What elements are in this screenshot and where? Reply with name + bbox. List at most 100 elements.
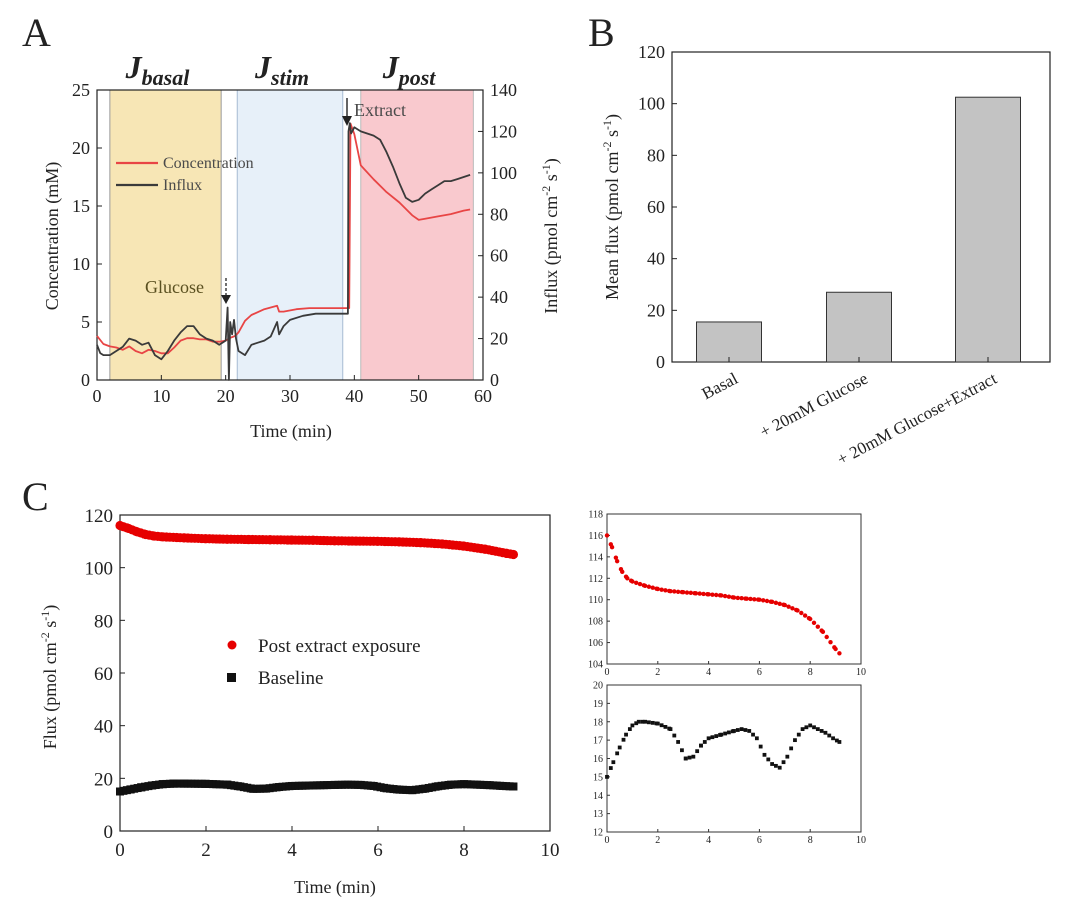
inset1-point xyxy=(752,597,757,602)
bar-3 xyxy=(955,96,1021,363)
inset1-x-tick-label: 10 xyxy=(856,667,866,678)
inset1-point xyxy=(688,590,694,596)
c-x-tick-label: 10 xyxy=(541,840,560,861)
inset1-y-tick-label: 110 xyxy=(588,595,603,606)
a-left-tick-label: 25 xyxy=(72,80,90,100)
inset1-point xyxy=(655,586,660,592)
inset1-y-tick-label: 116 xyxy=(588,531,603,542)
inset2-point xyxy=(680,748,684,753)
inset2-point xyxy=(615,751,620,756)
annotation-glucose: Glucose xyxy=(145,277,204,297)
inset2-point xyxy=(668,727,673,731)
phase-label-basal: Jbasal xyxy=(125,49,191,90)
a-x-tick-label: 20 xyxy=(217,386,235,406)
inset1-point xyxy=(719,593,724,598)
inset1-point xyxy=(757,597,762,602)
inset1-point xyxy=(735,595,741,601)
inset2-point xyxy=(781,760,786,765)
inset2-point xyxy=(739,727,744,731)
a-right-tick-label: 40 xyxy=(490,287,508,307)
extract-arrow-head xyxy=(342,116,352,126)
panel-a-xlabel: Time (min) xyxy=(250,421,332,442)
inset1-x-tick-label: 0 xyxy=(605,667,610,678)
inset1-point xyxy=(701,591,706,597)
inset2-frame xyxy=(606,684,862,833)
inset2-point xyxy=(650,720,655,725)
inset2-x-tick-label: 10 xyxy=(856,835,866,846)
inset1-point xyxy=(714,592,719,598)
a-x-tick-label: 30 xyxy=(281,386,299,406)
inset2-point xyxy=(630,723,635,728)
inset1-point xyxy=(697,591,702,596)
inset2-x-tick-label: 8 xyxy=(808,835,813,846)
legend-marker-post-extract xyxy=(227,640,237,650)
a-left-tick-label: 5 xyxy=(81,312,90,332)
b-y-tick-label: 120 xyxy=(638,42,665,62)
inset1-point xyxy=(668,588,673,594)
c-y-tick-label: 20 xyxy=(94,769,113,790)
inset1-point xyxy=(739,596,744,601)
inset2-point xyxy=(714,734,719,738)
inset2-point xyxy=(659,723,664,728)
panel-b-letter: B xyxy=(588,10,615,55)
inset2-point xyxy=(766,757,771,762)
inset1-point xyxy=(726,594,732,599)
a-right-tick-label: 60 xyxy=(490,246,508,266)
inset2-x-tick-label: 0 xyxy=(605,835,610,846)
inset2-point xyxy=(663,724,668,729)
a-right-tick-label: 120 xyxy=(490,121,517,141)
c-y-tick-label: 100 xyxy=(85,559,114,580)
inset2-point xyxy=(608,766,613,770)
inset1-point xyxy=(706,592,711,597)
inset2-x-tick-label: 4 xyxy=(706,835,711,846)
inset2-point xyxy=(793,738,797,743)
c-x-tick-label: 0 xyxy=(115,840,125,861)
inset2-y-tick-label: 18 xyxy=(593,717,603,728)
inset2-point xyxy=(702,740,707,744)
c-y-tick-label: 120 xyxy=(85,506,114,527)
a-right-tick-label: 20 xyxy=(490,329,508,349)
a-right-tick-label: 0 xyxy=(490,370,499,390)
inset1-point xyxy=(614,558,620,564)
inset1-point xyxy=(646,584,652,589)
inset1-point xyxy=(764,598,770,604)
inset-baseline: 12 13 14 15 16 17 18 19 20 0 2 4 6 8 10 xyxy=(593,681,866,847)
inset1-point xyxy=(808,616,813,622)
inset2-point xyxy=(683,756,688,761)
inset2-point xyxy=(634,721,639,726)
phase-label-stim: Jstim xyxy=(254,49,309,90)
inset1-x-tick-label: 6 xyxy=(757,667,762,678)
inset-post-extract: 104 106 108 110 112 114 116 118 0 2 4 6 8 10 xyxy=(588,510,866,679)
inset1-point xyxy=(637,581,643,587)
inset2-point xyxy=(655,721,660,726)
inset2-point xyxy=(754,736,759,741)
inset2-point xyxy=(643,719,647,724)
inset1-x-tick-label: 4 xyxy=(706,667,711,678)
category-label-2: + 20mM Glucose xyxy=(757,369,871,442)
inset2-point xyxy=(636,719,641,724)
c-y-tick-label: 40 xyxy=(94,717,113,738)
inset1-point xyxy=(672,589,677,594)
a-x-tick-label: 60 xyxy=(474,386,492,406)
panel-c-letter: C xyxy=(22,474,49,519)
a-x-tick-label: 40 xyxy=(345,386,363,406)
inset1-point xyxy=(604,533,610,538)
inset2-x-tick-label: 6 xyxy=(757,835,762,846)
c-y-tick-label: 80 xyxy=(94,611,113,632)
inset1-point xyxy=(642,583,648,588)
inset2-y-tick-label: 12 xyxy=(593,828,603,839)
post-extract-point xyxy=(508,549,519,560)
b-y-tick-label: 100 xyxy=(638,94,665,114)
inset2-point xyxy=(827,733,832,738)
inset2-point xyxy=(815,727,820,731)
glucose-arrow-head xyxy=(221,295,231,304)
inset2-point xyxy=(687,755,692,760)
inset2-point xyxy=(762,752,767,757)
inset2-point xyxy=(800,727,805,731)
inset2-point xyxy=(785,754,790,759)
inset1-point xyxy=(613,555,619,560)
inset1-point xyxy=(663,588,668,593)
inset1-y-tick-label: 104 xyxy=(588,660,603,671)
category-label-1: Basal xyxy=(699,369,742,404)
